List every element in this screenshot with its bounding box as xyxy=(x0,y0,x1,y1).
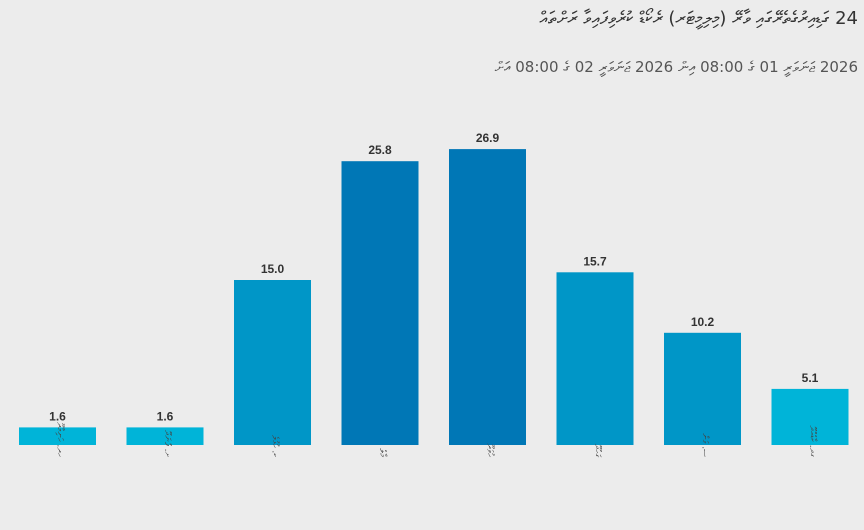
bar-value-label-1: 1.6 xyxy=(49,409,66,423)
bar-6 xyxy=(556,272,634,445)
bar-3 xyxy=(234,280,311,445)
category-label-6: ގަހުދޫ xyxy=(592,444,602,458)
bar-value-label-3: 15.0 xyxy=(261,262,285,276)
category-label-2: ށ. ފުނަދޫ xyxy=(162,430,172,458)
bar-value-label-7: 10.2 xyxy=(691,315,715,329)
bar-8 xyxy=(771,388,849,445)
category-label-5: ހުވަދޫ xyxy=(485,443,495,458)
category-label-7: ސ. ގަން xyxy=(700,433,710,457)
bar-value-label-5: 26.9 xyxy=(476,131,500,145)
bar-value-label-4: 25.8 xyxy=(368,143,392,157)
bar-2 xyxy=(126,427,204,445)
bar-value-label-2: 1.6 xyxy=(157,409,174,423)
bar-4 xyxy=(341,161,419,445)
chart-subtitle: 2026 ޖަނަވަރީ 01 ގެ 08:00 އިން 2026 ޖަނަ… xyxy=(494,58,858,76)
bars-group xyxy=(19,149,849,445)
chart-title: 24 ގަޑިއިރުގެތެރޭގައި ވާރޭ (މިލިމީޓަރ) ރ… xyxy=(539,8,858,29)
bar-value-label-6: 15.7 xyxy=(583,254,607,268)
value-labels-group: 1.6 1.6 15.0 25.8 26.9 15.7 10.2 5.1 xyxy=(49,131,819,423)
bar-5 xyxy=(449,149,526,445)
category-label-3: ކ. ހުޅުލެ xyxy=(270,435,280,457)
bar-1 xyxy=(19,427,96,445)
category-label-8: ގދ. ކާޑެއްދޫ xyxy=(807,425,817,457)
category-label-4: މާލެ xyxy=(377,448,387,457)
bar-value-label-8: 5.1 xyxy=(802,371,819,385)
category-label-1: ހދ. ހަނިމާދޫ xyxy=(55,422,65,458)
category-labels-group: ހދ. ހަނިމާދޫ ށ. ފުނަދޫ ކ. ހުޅުލެ މާލެ ހުވަދޫ… xyxy=(55,422,818,458)
bar-7 xyxy=(664,332,741,445)
